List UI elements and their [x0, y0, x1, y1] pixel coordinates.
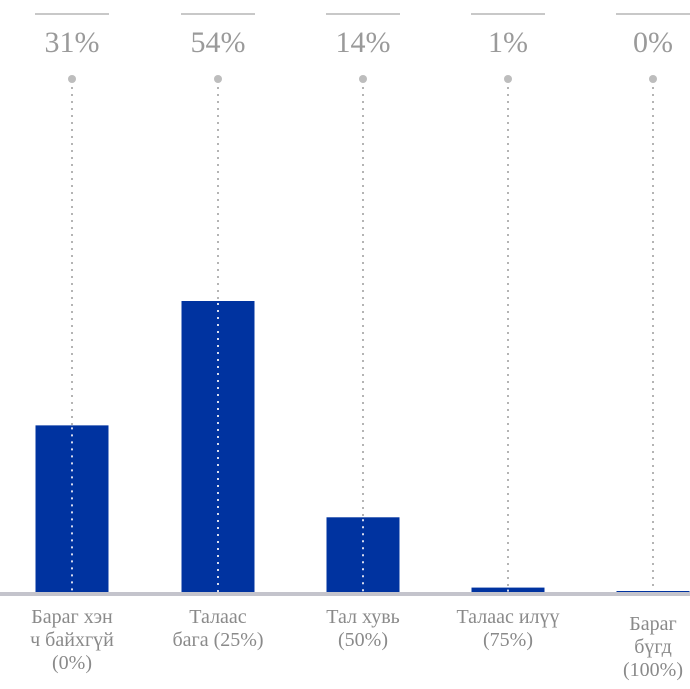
category-label: Бараг бүгд (100%) [623, 613, 683, 681]
bar [181, 301, 255, 593]
guide-dot [359, 75, 367, 83]
category-labels: Бараг хэн ч байхгүй (0%) Талаас бага (25%) Та… [30, 606, 683, 681]
guide-dot [649, 75, 657, 83]
value-label: 14% [336, 26, 391, 59]
value-label: 54% [191, 26, 246, 59]
guide-dot [214, 75, 222, 83]
category-label: Бараг хэн ч байхгүй (0%) [30, 606, 114, 674]
category-label: Талаас илүү (75%) [456, 606, 559, 651]
guide-dot [68, 75, 76, 83]
category-label: Талаас бага (25%) [172, 606, 263, 651]
guide-lines-over-bars [71, 303, 509, 593]
value-labels: 31% 54% 14% 1% 0% [45, 26, 674, 59]
guide-lines [68, 75, 657, 593]
guide-dot [504, 75, 512, 83]
value-label: 0% [633, 26, 673, 59]
bar [35, 425, 109, 593]
value-label: 31% [45, 26, 100, 59]
category-label: Тал хувь (50%) [326, 606, 400, 651]
value-label: 1% [488, 26, 528, 59]
